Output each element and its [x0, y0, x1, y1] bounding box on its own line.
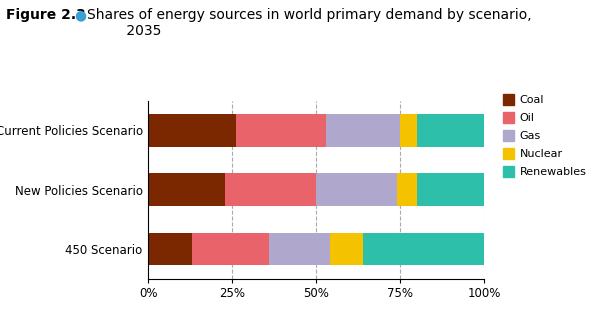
Bar — [269, 233, 330, 266]
Bar — [226, 174, 316, 206]
Bar — [148, 174, 226, 206]
Bar — [148, 233, 192, 266]
Bar — [192, 233, 269, 266]
Bar — [326, 114, 400, 147]
Text: ●: ● — [74, 8, 86, 22]
Bar — [148, 114, 235, 147]
Bar — [316, 174, 397, 206]
Text: Figure 2.3: Figure 2.3 — [6, 8, 86, 22]
Bar — [417, 114, 484, 147]
Bar — [397, 174, 417, 206]
Text: Shares of energy sources in world primary demand by scenario,
         2035: Shares of energy sources in world primar… — [87, 8, 531, 38]
Bar — [417, 174, 484, 206]
Bar — [363, 233, 484, 266]
Bar — [235, 114, 326, 147]
Bar — [330, 233, 363, 266]
Bar — [400, 114, 417, 147]
Legend: Coal, Oil, Gas, Nuclear, Renewables: Coal, Oil, Gas, Nuclear, Renewables — [503, 94, 586, 177]
